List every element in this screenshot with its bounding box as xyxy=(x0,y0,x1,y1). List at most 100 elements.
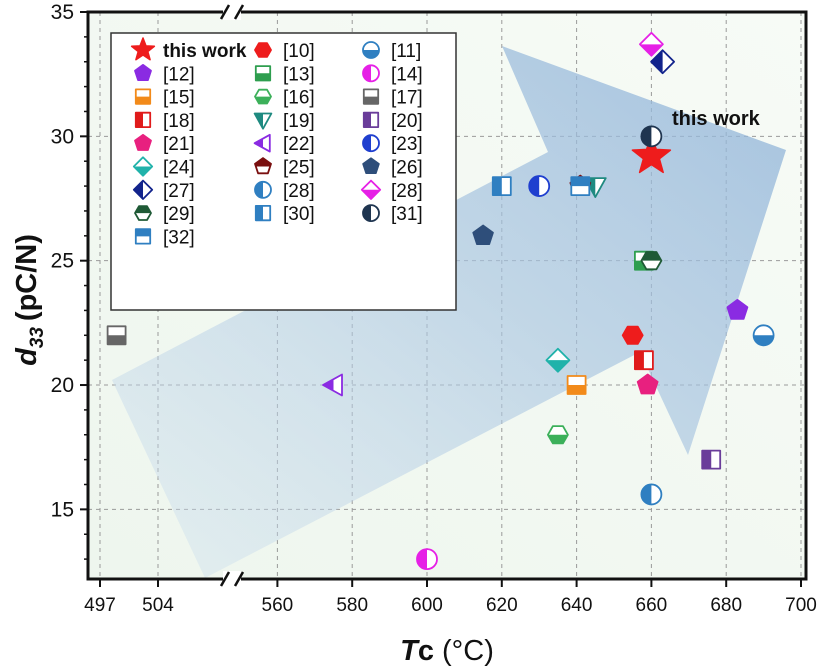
y-tick-label: 35 xyxy=(51,1,74,24)
legend: this work [10] [11] [12] [13] [14] [15] [16] [17… xyxy=(110,32,457,311)
this-work-annotation: this work xyxy=(672,108,761,130)
legend-label: this work xyxy=(163,41,247,62)
legend-label: [19] xyxy=(283,111,315,132)
axis-break-mark xyxy=(233,4,245,20)
plot-frame xyxy=(86,10,808,581)
data-point xyxy=(570,176,591,197)
legend-label: [28] xyxy=(391,181,423,202)
legend-label: [22] xyxy=(283,134,315,155)
y-tick-label: 25 xyxy=(51,250,74,273)
x-tick-label: 580 xyxy=(336,595,368,616)
axes: 497 504 560 580 600 620 640 660 680 700 15 20 25 30 35 xyxy=(51,1,817,616)
data-point xyxy=(634,350,654,371)
data-point xyxy=(322,373,343,397)
legend-label: [16] xyxy=(283,88,315,109)
legend-marker xyxy=(362,134,380,153)
legend-marker xyxy=(134,133,152,151)
legend-marker xyxy=(362,88,380,105)
legend-marker xyxy=(362,204,380,223)
x-axis-title-unit: (°C) xyxy=(442,635,494,667)
legend-marker xyxy=(134,111,152,128)
legend-label: [25] xyxy=(283,158,315,179)
legend-label: [31] xyxy=(391,204,423,225)
x-tick-label: 660 xyxy=(636,595,668,616)
data-point xyxy=(106,325,127,346)
legend-marker xyxy=(254,180,272,199)
legend-marker xyxy=(253,112,273,130)
legend-label: [26] xyxy=(391,158,423,179)
y-axis-title: d33 (pC/N) xyxy=(11,234,48,366)
data-point xyxy=(472,224,494,246)
legend-label: [24] xyxy=(163,158,195,179)
y-tick-label: 20 xyxy=(51,374,74,397)
legend-label: [17] xyxy=(391,88,423,109)
legend-marker xyxy=(253,133,271,153)
data-point xyxy=(650,49,675,75)
legend-label: [29] xyxy=(163,204,195,225)
x-tick-label: 640 xyxy=(561,595,593,616)
legend-box xyxy=(110,32,457,311)
x-tick-label: 700 xyxy=(785,595,817,616)
x-axis-title: Tc (°C) xyxy=(400,635,494,667)
data-point xyxy=(726,298,749,320)
trend-arrow xyxy=(112,46,786,578)
data-point xyxy=(640,251,663,271)
axis-break-mark xyxy=(219,4,231,20)
legend-marker xyxy=(362,157,380,175)
data-point xyxy=(547,425,569,445)
x-tick-label: 560 xyxy=(262,595,294,616)
legend-label: [21] xyxy=(163,134,195,155)
legend-marker xyxy=(254,204,272,222)
legend-marker xyxy=(134,88,152,105)
legend-label: [32] xyxy=(163,227,195,248)
legend-marker xyxy=(132,179,154,200)
legend-label: [12] xyxy=(163,64,195,85)
x-tick-label: 497 xyxy=(84,595,116,616)
x-tick-label: 680 xyxy=(710,595,742,616)
data-markers xyxy=(106,31,775,571)
data-point xyxy=(631,135,672,174)
data-point xyxy=(701,449,722,470)
legend-marker xyxy=(254,65,272,82)
legend-marker xyxy=(132,156,154,177)
legend-label: [18] xyxy=(163,111,195,132)
data-point xyxy=(528,175,551,197)
axis-break-mark xyxy=(233,571,245,587)
x-axis-title-sub: c xyxy=(418,635,434,667)
x-tick-label: 620 xyxy=(486,595,518,616)
x-tick-label: 600 xyxy=(411,595,443,616)
y-tick-label: 30 xyxy=(51,125,74,148)
axis-break-mark xyxy=(219,571,231,587)
legend-marker xyxy=(360,179,382,200)
data-point xyxy=(416,548,438,571)
legend-label: [23] xyxy=(391,134,423,155)
y-axis-title-main: d xyxy=(11,347,43,366)
y-axis-title-unit: (pC/N) xyxy=(11,234,43,321)
data-point xyxy=(621,325,644,345)
legend-label: [14] xyxy=(391,64,423,85)
legend-label: [11] xyxy=(391,41,421,62)
legend-marker xyxy=(134,64,152,81)
legend-label: [30] xyxy=(283,204,315,225)
data-point xyxy=(491,176,512,197)
data-point xyxy=(640,125,663,148)
legend-marker xyxy=(254,88,272,105)
legend-label: [13] xyxy=(283,64,315,85)
data-point xyxy=(640,483,663,506)
data-point xyxy=(752,324,775,347)
legend-marker xyxy=(134,228,152,245)
legend-label: [10] xyxy=(283,41,315,62)
legend-label: [28] xyxy=(283,181,315,202)
legend-marker xyxy=(254,157,272,175)
legend-label: [27] xyxy=(163,181,195,202)
x-tick-label: 504 xyxy=(142,595,174,616)
data-point xyxy=(636,373,659,395)
data-point xyxy=(545,347,571,373)
legend-label: [15] xyxy=(163,88,195,109)
data-point xyxy=(566,375,587,395)
legend-marker xyxy=(130,37,156,61)
legend-marker xyxy=(254,42,272,58)
y-axis-title-sub: 33 xyxy=(27,327,48,349)
